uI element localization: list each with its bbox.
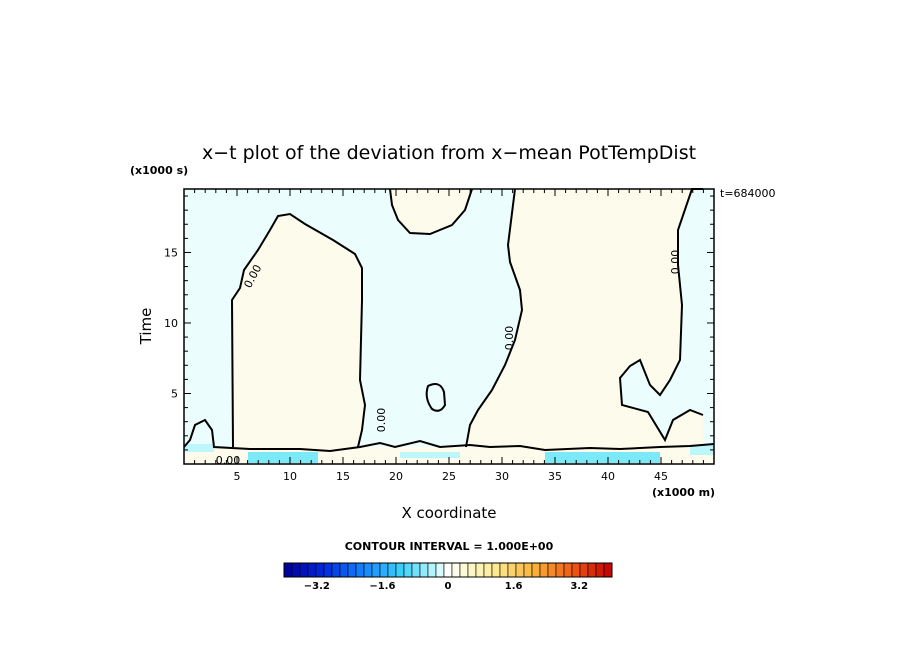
positive-region-left xyxy=(232,214,365,447)
colorbar-cell xyxy=(515,562,525,578)
chart-title: x−t plot of the deviation from x−mean Po… xyxy=(202,142,696,164)
x-axis-label: X coordinate xyxy=(401,504,496,522)
positive-region-top-middle xyxy=(390,189,472,234)
positive-regions xyxy=(232,189,703,447)
colorbar-cell xyxy=(411,562,421,578)
colorbar-cell xyxy=(363,562,373,578)
colorbar-cell xyxy=(435,562,445,578)
colorbar-cell xyxy=(595,562,605,578)
colorbar-cell xyxy=(547,562,557,578)
contour-label-center: 0.00 xyxy=(503,326,516,351)
colorbar-cell xyxy=(459,562,469,578)
bottom-strip xyxy=(184,444,714,464)
colorbar-cell xyxy=(499,562,509,578)
colorbar-cell xyxy=(331,562,341,578)
colorbar-cell xyxy=(491,562,501,578)
colorbar-tick-label: −1.6 xyxy=(369,581,395,592)
colorbar-cell xyxy=(587,562,597,578)
colorbar-cell xyxy=(323,562,333,578)
time-stamp: t=684000 xyxy=(720,187,776,200)
negative-blob xyxy=(425,383,447,412)
zero-contour-bottom xyxy=(183,418,715,453)
colorbar-cell xyxy=(523,562,533,578)
plot-area: 0.00 0.00 0.00 0.00 0.00 5 10 15 20 25 30 35 40… xyxy=(164,188,715,483)
bottom-cold-band-left xyxy=(248,452,318,463)
colorbar-cell xyxy=(579,562,589,578)
colorbar-cell xyxy=(451,562,461,578)
colorbar-cell xyxy=(355,562,365,578)
y-tick-label: 15 xyxy=(164,246,178,259)
colorbar-cell xyxy=(475,562,485,578)
colorbar-tick-label: 0 xyxy=(445,581,452,592)
colorbar-cell xyxy=(419,562,429,578)
x-tick-label: 15 xyxy=(336,470,350,483)
colorbar-cell xyxy=(603,562,613,578)
bottom-cool-band-left xyxy=(184,444,214,452)
colorbar-cell xyxy=(571,562,581,578)
bottom-cold-band-right xyxy=(545,452,660,463)
colorbar-cell xyxy=(507,562,517,578)
y-axis-label: Time xyxy=(137,308,155,346)
x-tick-label: 10 xyxy=(283,470,297,483)
colorbar-cell xyxy=(387,562,397,578)
zero-contour-left xyxy=(230,212,367,448)
y-tick-label: 10 xyxy=(164,317,178,330)
contour-label-right: 0.00 xyxy=(669,250,682,275)
colorbar-cell xyxy=(339,562,349,578)
colorbar-cell xyxy=(467,562,477,578)
colorbar-cell xyxy=(403,562,413,578)
x-tick-label: 35 xyxy=(548,470,562,483)
x-unit-label: (x1000 m) xyxy=(652,486,715,499)
axis-ticks: 5 10 15 20 25 30 35 40 45 5 10 15 xyxy=(164,189,714,483)
colorbar-frame xyxy=(283,562,613,578)
y-tick-label: 5 xyxy=(171,387,178,400)
colorbar-cell xyxy=(555,562,565,578)
colorbar: −3.2 −1.6 0 1.6 3.2 xyxy=(283,562,613,592)
colorbar-cell xyxy=(283,562,293,578)
colorbar-cell xyxy=(299,562,309,578)
colorbar-cell xyxy=(379,562,389,578)
x-tick-label: 25 xyxy=(442,470,456,483)
x-tick-label: 20 xyxy=(389,470,403,483)
x-tick-label: 45 xyxy=(654,470,668,483)
colorbar-tick-label: 3.2 xyxy=(570,581,588,592)
contour-interval-label: CONTOUR INTERVAL = 1.000E+00 xyxy=(345,540,554,553)
positive-region-right xyxy=(466,189,703,447)
colorbar-tick-label: −3.2 xyxy=(304,581,330,592)
colorbar-cell xyxy=(443,562,453,578)
x-tick-label: 30 xyxy=(495,470,509,483)
y-unit-label: (x1000 s) xyxy=(130,164,188,177)
colorbar-cell xyxy=(539,562,549,578)
colorbar-cell xyxy=(347,562,357,578)
x-tick-label: 40 xyxy=(601,470,615,483)
colorbar-cell xyxy=(395,562,405,578)
colorbar-cell xyxy=(483,562,493,578)
colorbar-cell xyxy=(307,562,317,578)
colorbar-tick-label: 1.6 xyxy=(505,581,523,592)
zero-contour-top-middle xyxy=(389,188,473,236)
colorbar-cell xyxy=(291,562,301,578)
bottom-cool-band-right xyxy=(690,445,714,455)
bottom-cool-band-mid xyxy=(400,452,460,458)
colorbar-cell xyxy=(531,562,541,578)
zero-contour-right xyxy=(465,188,524,448)
zero-contour-far-right xyxy=(618,188,704,443)
x-tick-label: 5 xyxy=(234,470,241,483)
colorbar-cell xyxy=(315,562,325,578)
contour-label-lower-mid: 0.00 xyxy=(375,408,388,433)
colorbar-cell xyxy=(563,562,573,578)
colorbar-cell xyxy=(371,562,381,578)
colorbar-cell xyxy=(427,562,437,578)
zero-contours xyxy=(183,188,715,453)
